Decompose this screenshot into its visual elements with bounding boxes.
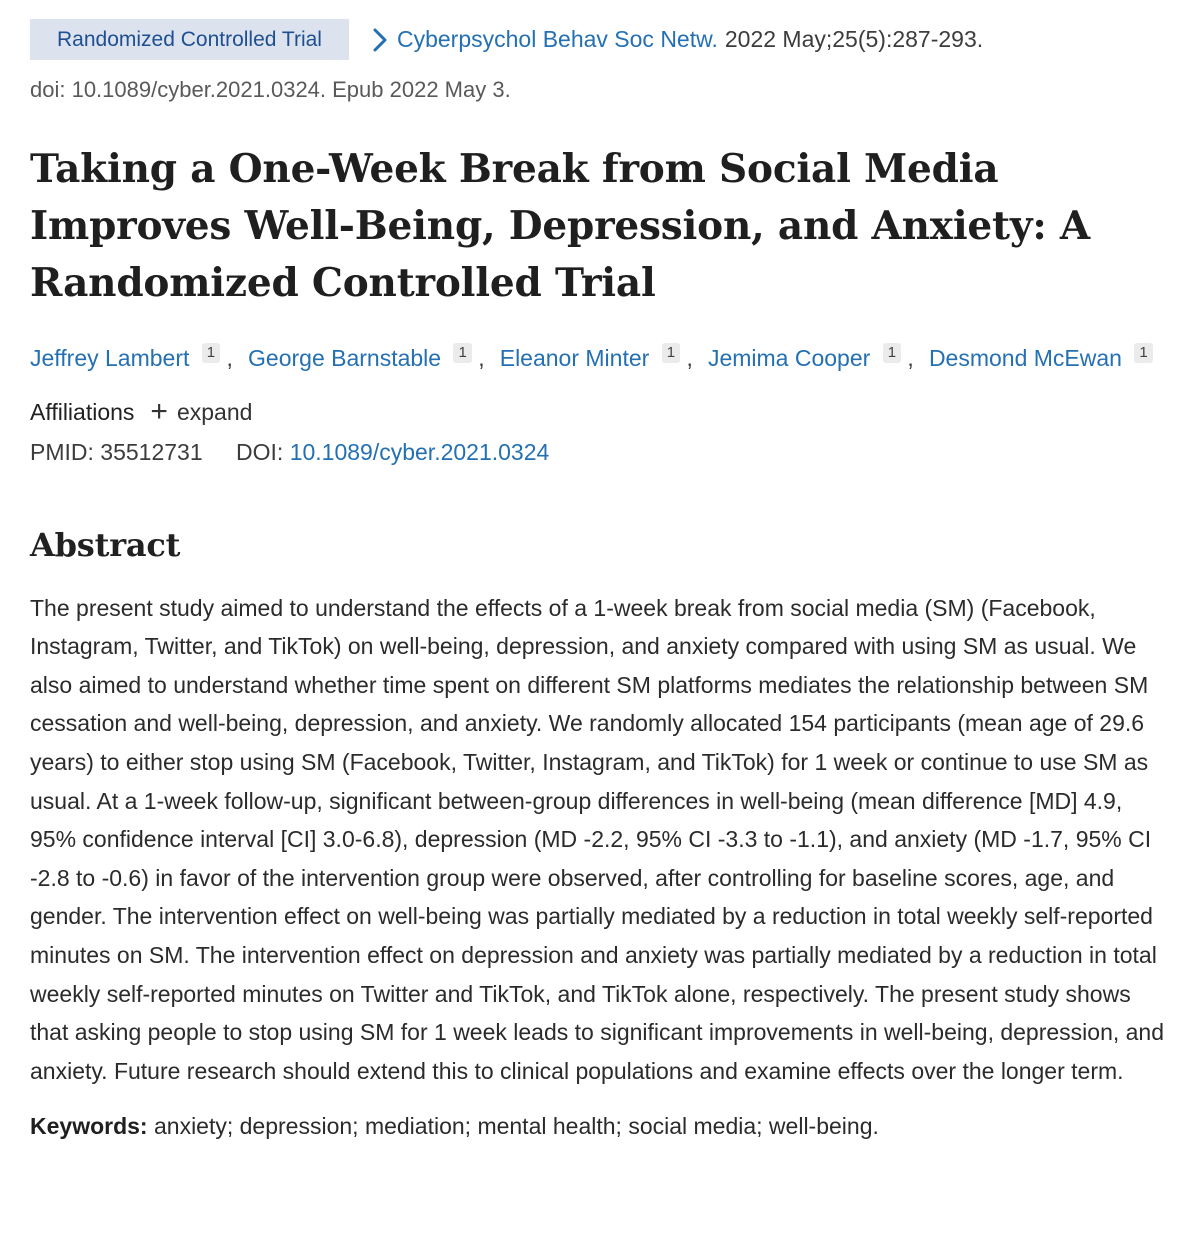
pmid-value: 35512731 <box>100 438 203 465</box>
affiliations-row: Affiliations + expand <box>30 395 1168 429</box>
pmid-label: PMID: <box>30 438 94 465</box>
article-page: Randomized Controlled Trial Cyberpsychol… <box>30 19 1168 1144</box>
doi-label: DOI: <box>236 438 284 465</box>
author-link[interactable]: Jeffrey Lambert <box>30 345 190 372</box>
publication-type-badge: Randomized Controlled Trial <box>30 19 349 61</box>
author-link[interactable]: Desmond McEwan <box>928 345 1122 372</box>
author-item: George Barnstable 1 <box>248 343 485 372</box>
author-affiliation-sup[interactable]: 1 <box>661 343 681 364</box>
author-affiliation-sup[interactable]: 1 <box>882 343 902 364</box>
author-affiliation-sup[interactable]: 1 <box>201 343 221 364</box>
author-link[interactable]: George Barnstable <box>248 345 442 372</box>
author-link[interactable]: Jemima Cooper <box>707 345 871 372</box>
author-link[interactable]: Eleanor Minter <box>499 345 650 372</box>
author-affiliation-sup[interactable]: 1 <box>453 343 472 364</box>
keywords-row: Keywords: anxiety; depression; mediation… <box>30 1109 1168 1144</box>
doi-link[interactable]: 10.1089/cyber.2021.0324 <box>289 438 550 465</box>
chevron-right-icon <box>372 27 388 53</box>
doi-group: DOI: 10.1089/cyber.2021.0324 <box>236 439 549 465</box>
author-item: Desmond McEwan 1 <box>928 343 1153 372</box>
expand-label: expand <box>176 398 253 425</box>
identifiers-row: PMID: 35512731 DOI: 10.1089/cyber.2021.0… <box>30 439 1168 466</box>
affiliations-expand-button[interactable]: + expand <box>150 395 253 429</box>
author-item: Eleanor Minter 1 <box>499 343 693 372</box>
citation-row: Randomized Controlled Trial Cyberpsychol… <box>30 19 1168 61</box>
keywords-label: Keywords: <box>30 1113 148 1140</box>
keywords-text: anxiety; depression; mediation; mental h… <box>153 1113 879 1140</box>
plus-icon: + <box>150 395 168 429</box>
author-affiliation-sup[interactable]: 1 <box>1134 343 1153 364</box>
author-item: Jemima Cooper 1 <box>707 343 914 372</box>
doi-epub-line: doi: 10.1089/cyber.2021.0324. Epub 2022 … <box>30 77 511 103</box>
abstract-heading: Abstract <box>30 525 181 564</box>
abstract-text: The present study aimed to understand th… <box>30 594 1165 1084</box>
citation-text: 2022 May;25(5):287-293. <box>724 25 984 52</box>
journal-link[interactable]: Cyberpsychol Behav Soc Netw. <box>396 25 718 52</box>
author-item: Jeffrey Lambert 1 <box>30 343 233 372</box>
affiliations-label: Affiliations <box>30 398 135 425</box>
pmid-group: PMID: 35512731 <box>30 439 209 465</box>
authors-row: Jeffrey Lambert 1 George Barnstable 1 El… <box>30 342 1168 375</box>
page-title: Taking a One-Week Break from Social Medi… <box>30 146 1090 307</box>
